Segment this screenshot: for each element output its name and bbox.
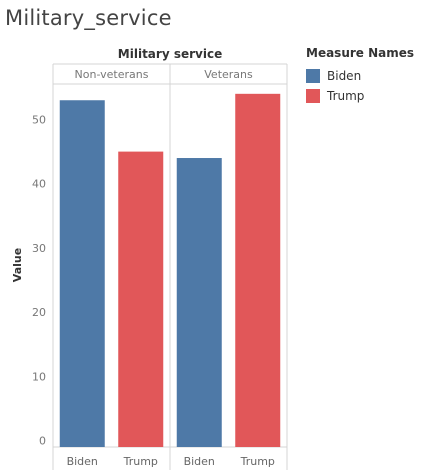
legend-swatch-biden [306,69,320,83]
y-tick-label: 30 [32,242,46,255]
legend-title: Measure Names [306,46,415,60]
bar [118,151,164,447]
x-category-label: Biden [184,455,215,468]
panel-label: Veterans [204,68,253,81]
panel-label: Non-veterans [75,68,149,81]
chart-header: Military service [118,47,222,61]
y-tick-label: 0 [39,435,46,448]
legend-item-trump[interactable]: Trump [306,86,414,106]
legend-label-biden: Biden [327,69,362,83]
y-tick-label: 40 [32,178,46,191]
y-axis-title: Value [11,248,24,282]
y-tick-label: 10 [32,370,46,383]
x-category-label: Biden [67,455,98,468]
y-tick-label: 50 [32,114,46,127]
bar [59,100,105,448]
legend: Measure Names Biden Trump [306,46,414,106]
bar [235,93,281,447]
y-tick-label: 20 [32,306,46,319]
legend-label-trump: Trump [327,89,365,103]
x-category-label: Trump [123,455,158,468]
x-category-label: Trump [240,455,275,468]
legend-item-biden[interactable]: Biden [306,66,414,86]
sheet-title: Military_service [5,6,172,30]
legend-swatch-trump [306,89,320,103]
bar [176,158,222,447]
